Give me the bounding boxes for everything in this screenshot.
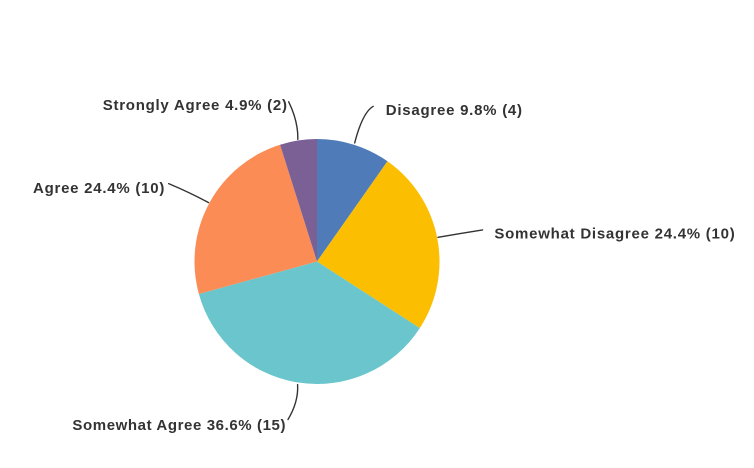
svg-text:Agree 24.4% (10): Agree 24.4% (10) [33, 180, 165, 197]
svg-text:Disagree 9.8% (4): Disagree 9.8% (4) [386, 102, 523, 119]
svg-text:Somewhat Agree 36.6% (15): Somewhat Agree 36.6% (15) [72, 417, 286, 434]
svg-text:Somewhat Disagree 24.4% (10): Somewhat Disagree 24.4% (10) [494, 225, 735, 242]
svg-text:Strongly Agree 4.9% (2): Strongly Agree 4.9% (2) [103, 97, 288, 114]
